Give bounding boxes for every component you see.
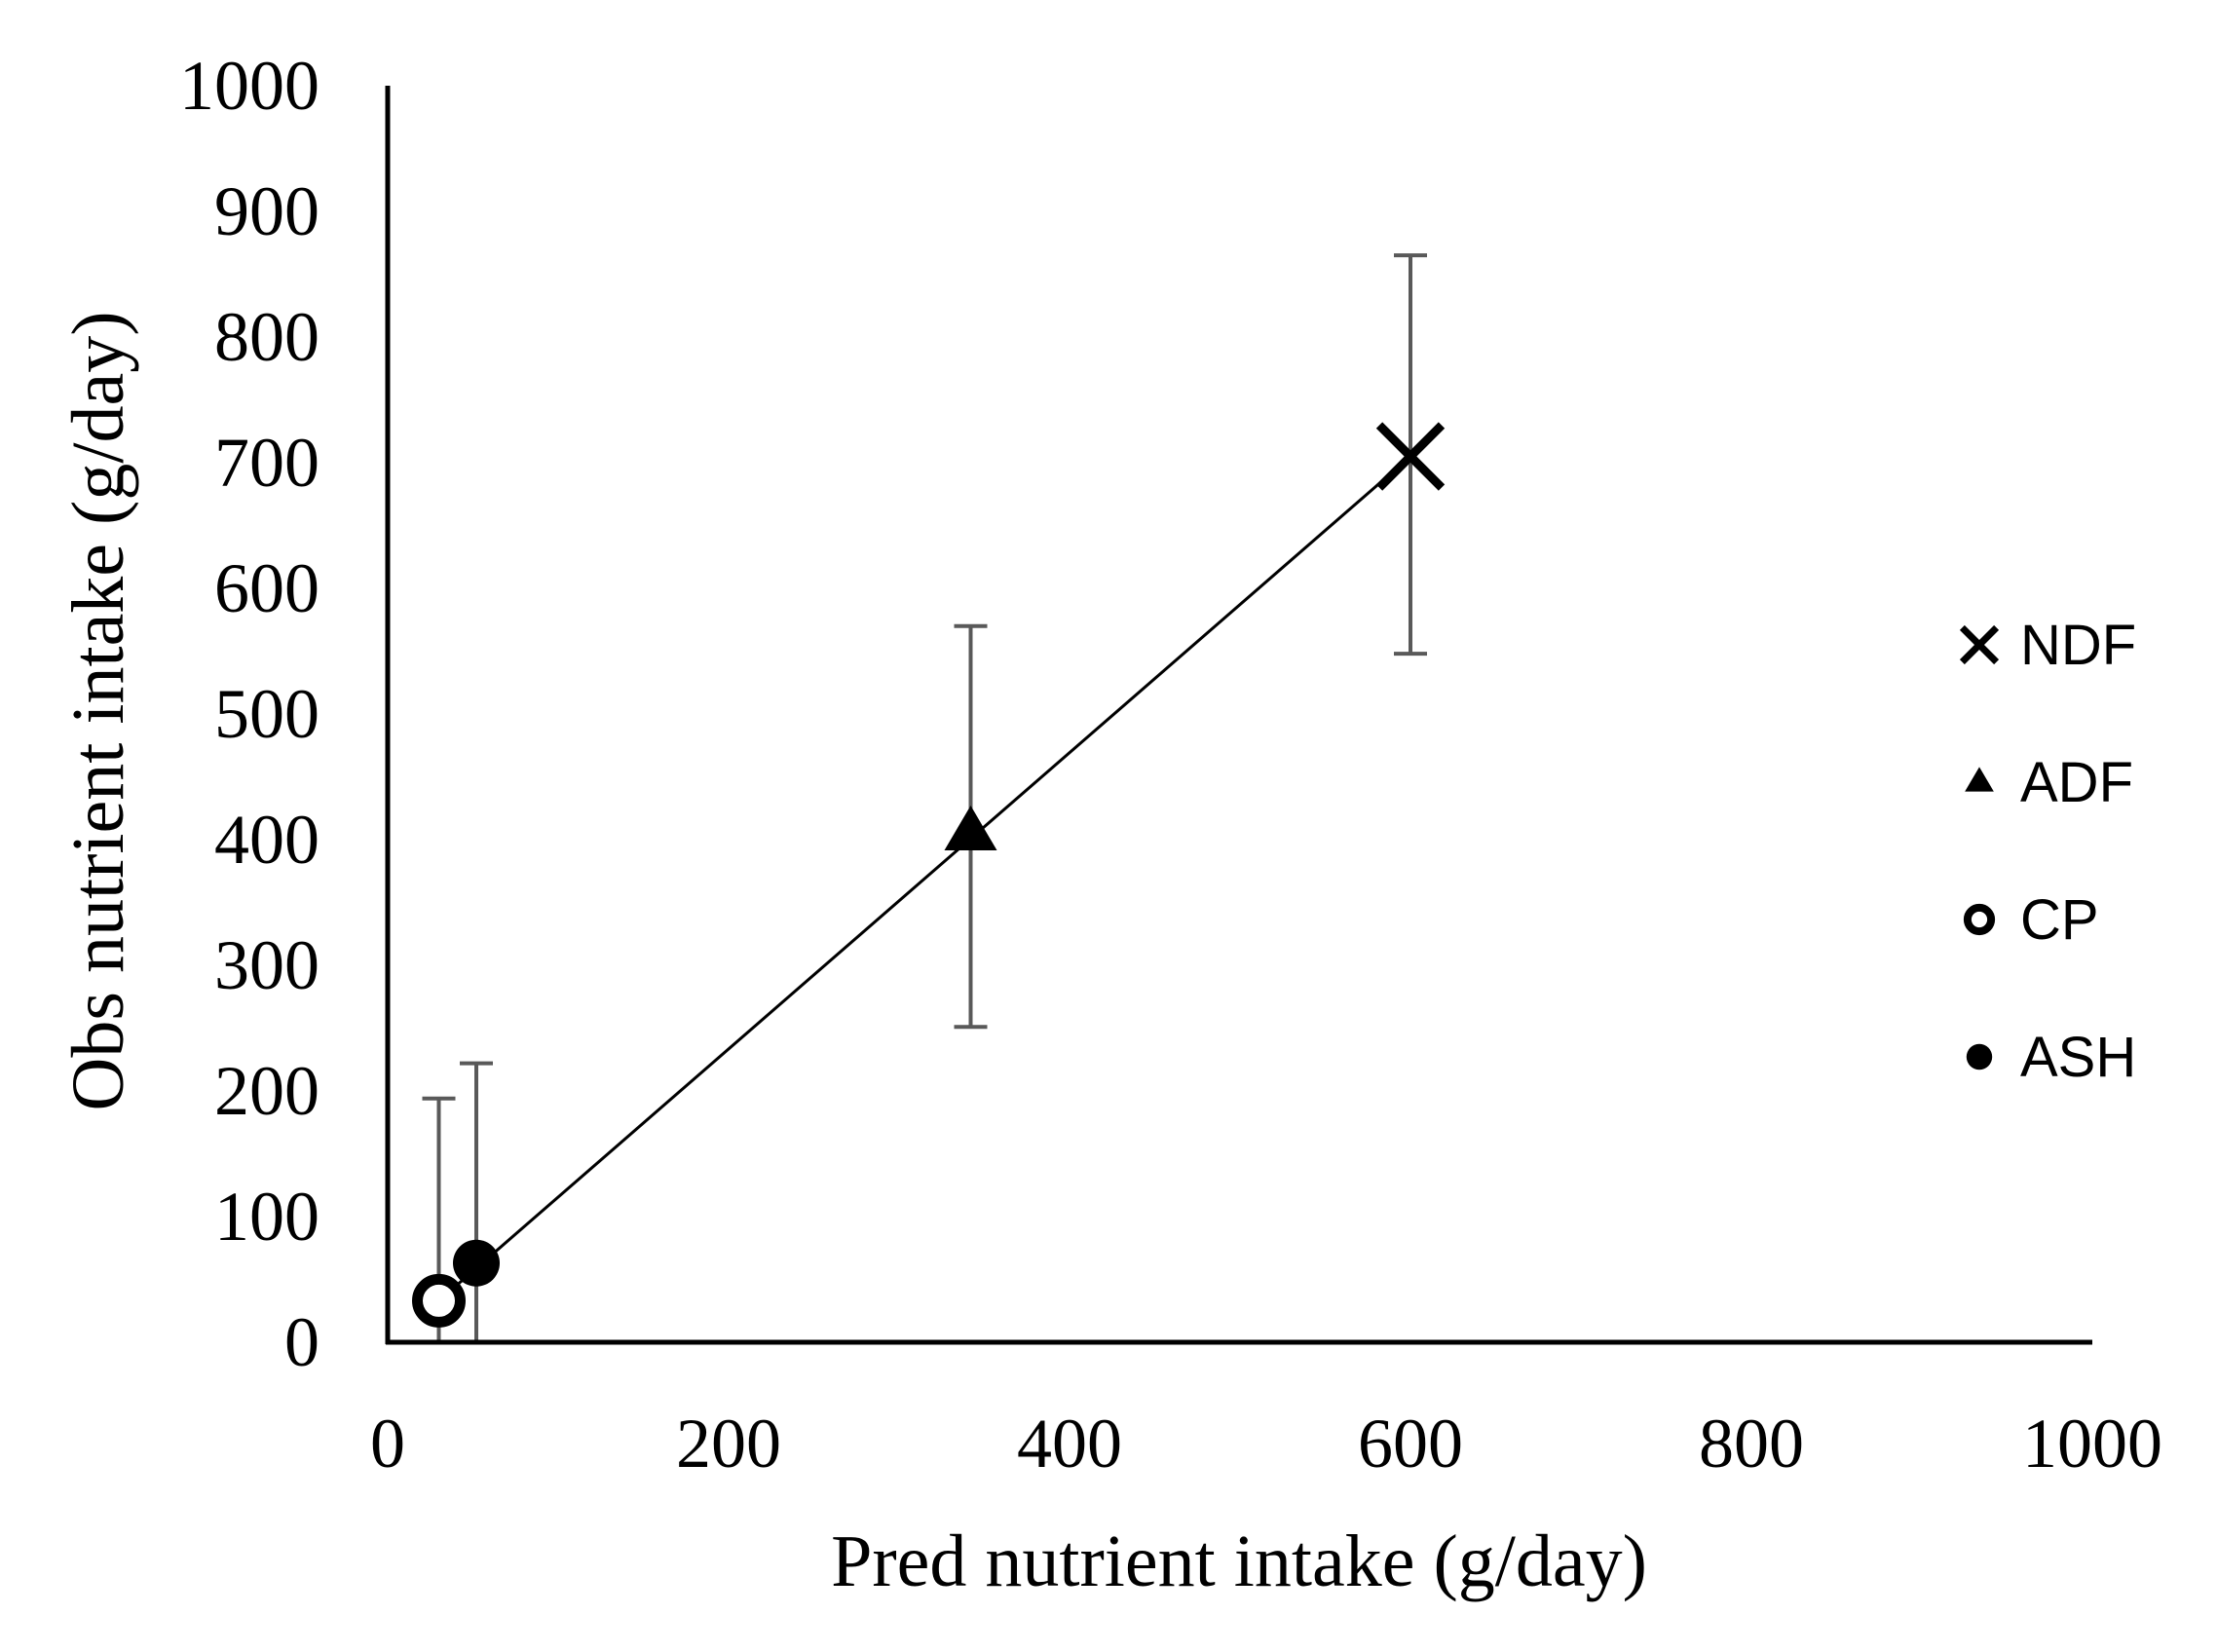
legend-label: ADF [2020,751,2133,814]
markers-layer [412,422,1446,1328]
legend-marker-cp [1963,903,1996,936]
trend-line [437,455,1411,1302]
y-tick-label: 0 [284,1303,319,1381]
y-tick-label: 1000 [179,47,319,125]
legend: NDF ADF CP ASH [1959,614,2136,1089]
y-tick-label: 600 [214,549,319,627]
x-tick-label: 200 [676,1405,781,1483]
legend-label: ASH [2020,1026,2136,1089]
y-axis-title: Obs nutrient intake (g/day) [57,311,139,1110]
legend-item-ndf: NDF [1959,614,2136,677]
y-tick-label: 200 [214,1052,319,1130]
legend-label: CP [2020,888,2099,952]
y-tick-label: 900 [214,172,319,250]
y-tick-label: 700 [214,424,319,502]
legend-marker-adf [1965,767,1994,792]
x-tick-label: 1000 [2022,1405,2162,1483]
y-tick-label: 500 [214,675,319,753]
data-point-ash [453,1239,500,1287]
legend-item-cp: CP [1963,888,2099,952]
y-tick-label: 300 [214,926,319,1004]
y-tick-label: 800 [214,298,319,376]
fit-line-layer [437,455,1411,1302]
y-tick-labels: 0 100 200 300 400 500 600 700 800 900 1000 [179,47,319,1381]
x-axis-title: Pred nutrient intake (g/day) [831,1521,1647,1602]
legend-label: NDF [2020,614,2136,677]
data-point-ndf [1375,422,1446,491]
data-point-cp [412,1273,466,1328]
data-point-adf [944,806,997,851]
x-tick-label: 0 [370,1405,405,1483]
error-bars-layer [422,253,1427,1342]
legend-item-adf: ADF [1965,751,2133,814]
legend-item-ash: ASH [1966,1026,2136,1089]
legend-marker-ash [1966,1043,1993,1070]
x-tick-label: 400 [1017,1405,1122,1483]
error-bar-ash [460,1061,493,1342]
x-tick-label: 800 [1699,1405,1804,1483]
y-tick-label: 100 [214,1178,319,1256]
x-tick-label: 600 [1358,1405,1463,1483]
y-tick-label: 400 [214,801,319,879]
x-tick-labels: 0 200 400 600 800 1000 [370,1405,2162,1483]
legend-marker-ndf [1959,624,2000,665]
